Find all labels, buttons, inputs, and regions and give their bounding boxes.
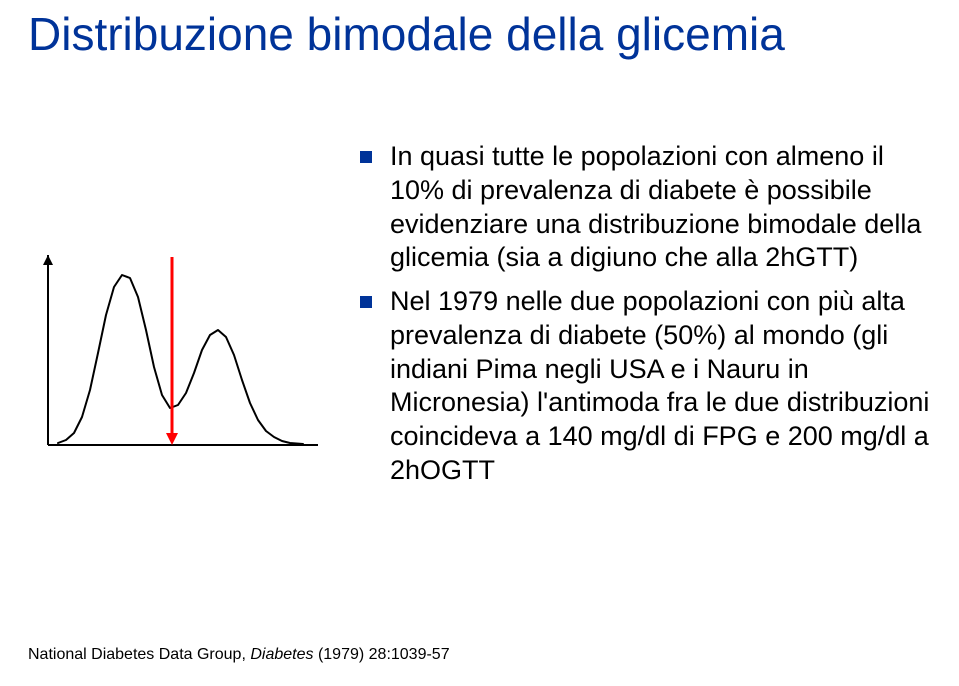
bullet-list: In quasi tutte le popolazioni con almeno… <box>360 140 931 498</box>
antimode-arrow-icon <box>166 433 178 445</box>
citation-journal: Diabetes <box>250 646 313 663</box>
slide-title: Distribuzione bimodale della glicemia <box>28 8 939 61</box>
bullet-text: In quasi tutte le popolazioni con almeno… <box>390 140 931 275</box>
bullet-marker-icon <box>360 151 372 163</box>
y-axis-arrow-icon <box>43 255 53 265</box>
chart-svg <box>28 245 328 465</box>
bimodal-distribution-chart <box>28 245 328 465</box>
citation: National Diabetes Data Group, Diabetes (… <box>28 646 450 664</box>
bullet-text: Nel 1979 nelle due popolazioni con più a… <box>390 285 931 488</box>
bimodal-curve <box>58 275 303 444</box>
list-item: In quasi tutte le popolazioni con almeno… <box>360 140 931 275</box>
citation-prefix: National Diabetes Data Group, <box>28 646 250 663</box>
list-item: Nel 1979 nelle due popolazioni con più a… <box>360 285 931 488</box>
citation-suffix: (1979) 28:1039-57 <box>314 646 450 663</box>
bullet-marker-icon <box>360 296 372 308</box>
